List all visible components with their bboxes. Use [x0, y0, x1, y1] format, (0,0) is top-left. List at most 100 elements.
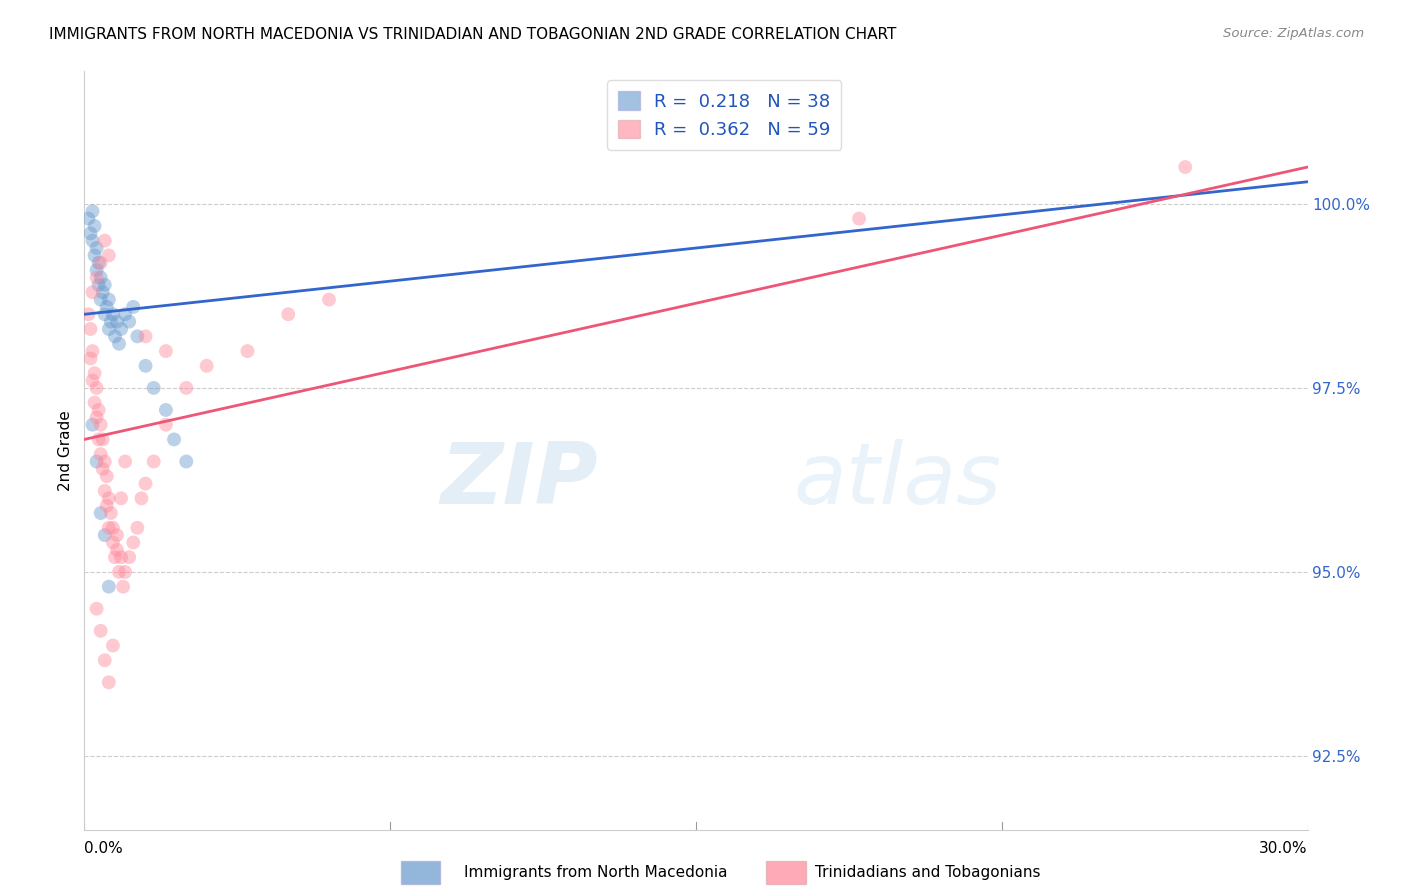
Point — [90, 293, 112, 307]
Point — [82, 374, 104, 388]
Point — [87, 277, 110, 292]
Point — [108, 565, 131, 579]
Point — [90, 270, 112, 285]
Point — [91, 285, 114, 300]
Point — [118, 315, 141, 329]
Point — [135, 359, 157, 373]
Point — [87, 433, 110, 447]
Point — [83, 395, 105, 409]
Point — [90, 624, 112, 638]
Point — [101, 521, 124, 535]
Point — [142, 381, 165, 395]
Point — [96, 499, 118, 513]
Point — [110, 322, 132, 336]
Point — [93, 277, 115, 292]
Point — [86, 263, 108, 277]
Point — [174, 454, 197, 468]
Point — [127, 329, 149, 343]
Point — [122, 300, 145, 314]
Point — [108, 336, 131, 351]
Point — [86, 381, 108, 395]
Point — [105, 315, 128, 329]
Point — [93, 653, 115, 667]
Point — [93, 234, 115, 248]
Point — [110, 491, 132, 506]
Point — [90, 417, 112, 432]
Point — [110, 550, 132, 565]
Point — [122, 535, 145, 549]
Point — [97, 491, 120, 506]
Point — [86, 410, 108, 425]
Point — [105, 542, 128, 557]
Point — [104, 550, 127, 565]
Point — [83, 219, 105, 233]
Point — [87, 403, 110, 417]
Point — [848, 211, 870, 226]
Point — [79, 322, 101, 336]
Point — [277, 307, 299, 321]
Text: Immigrants from North Macedonia: Immigrants from North Macedonia — [464, 865, 727, 880]
Point — [93, 307, 115, 321]
Point — [142, 454, 165, 468]
Point — [96, 469, 118, 483]
Point — [155, 417, 177, 432]
Text: 0.0%: 0.0% — [84, 840, 124, 855]
Point — [79, 227, 101, 241]
Point — [82, 234, 104, 248]
Point — [82, 204, 104, 219]
Point — [131, 491, 153, 506]
Point — [86, 601, 108, 615]
Text: atlas: atlas — [794, 439, 1002, 523]
Point — [112, 580, 135, 594]
Point — [101, 535, 124, 549]
Point — [90, 506, 112, 520]
Legend: R =  0.218   N = 38, R =  0.362   N = 59: R = 0.218 N = 38, R = 0.362 N = 59 — [607, 80, 841, 150]
Point — [101, 639, 124, 653]
Point — [174, 381, 197, 395]
Point — [97, 675, 120, 690]
Point — [318, 293, 340, 307]
Point — [77, 211, 100, 226]
Point — [83, 248, 105, 262]
Point — [127, 521, 149, 535]
Point — [114, 307, 136, 321]
Text: 30.0%: 30.0% — [1260, 840, 1308, 855]
Point — [135, 476, 157, 491]
Point — [100, 506, 122, 520]
Point — [97, 322, 120, 336]
Point — [87, 256, 110, 270]
Point — [82, 285, 104, 300]
Point — [97, 248, 120, 262]
Point — [163, 433, 186, 447]
Point — [93, 483, 115, 498]
Point — [91, 462, 114, 476]
Point — [195, 359, 218, 373]
Point — [83, 366, 105, 380]
Point — [96, 300, 118, 314]
Point — [97, 521, 120, 535]
Text: ZIP: ZIP — [440, 439, 598, 523]
Point — [114, 454, 136, 468]
Point — [93, 528, 115, 542]
Point — [79, 351, 101, 366]
Point — [97, 293, 120, 307]
Point — [155, 344, 177, 359]
Text: Source: ZipAtlas.com: Source: ZipAtlas.com — [1223, 27, 1364, 40]
Point — [86, 241, 108, 255]
Point — [101, 307, 124, 321]
Point — [91, 433, 114, 447]
Point — [135, 329, 157, 343]
Y-axis label: 2nd Grade: 2nd Grade — [58, 410, 73, 491]
Text: IMMIGRANTS FROM NORTH MACEDONIA VS TRINIDADIAN AND TOBAGONIAN 2ND GRADE CORRELAT: IMMIGRANTS FROM NORTH MACEDONIA VS TRINI… — [49, 27, 897, 42]
Point — [86, 454, 108, 468]
Point — [155, 403, 177, 417]
Point — [86, 270, 108, 285]
Point — [77, 307, 100, 321]
Point — [90, 256, 112, 270]
Point — [114, 565, 136, 579]
Point — [1174, 160, 1197, 174]
Point — [90, 447, 112, 461]
Point — [118, 550, 141, 565]
Text: Trinidadians and Tobagonians: Trinidadians and Tobagonians — [815, 865, 1040, 880]
Point — [82, 344, 104, 359]
